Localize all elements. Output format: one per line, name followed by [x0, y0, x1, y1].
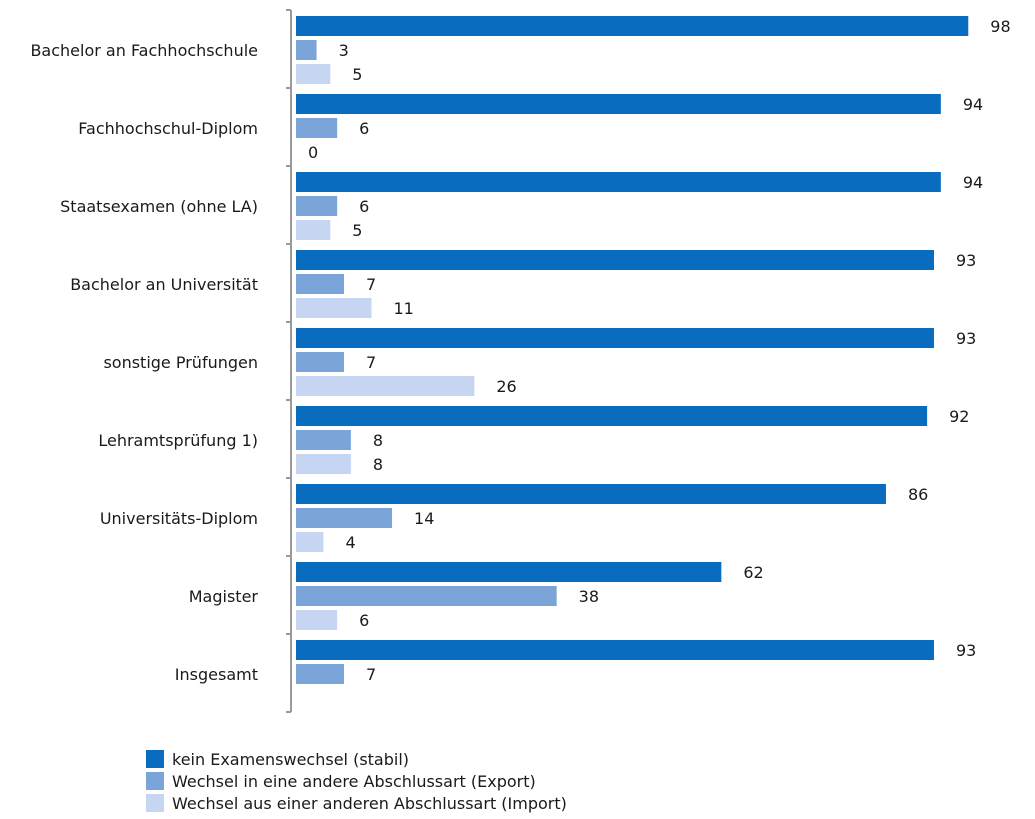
legend-label-export: Wechsel in eine andere Abschlussart (Exp…	[172, 771, 536, 791]
data-label-stable: 93	[956, 641, 976, 660]
bar-export	[296, 430, 351, 450]
data-label-export: 8	[373, 431, 383, 450]
data-label-export: 14	[414, 509, 434, 528]
bar-stable	[296, 250, 934, 270]
data-label-export: 6	[359, 119, 369, 138]
bar-stable	[296, 172, 941, 192]
bar-export	[296, 586, 557, 606]
bar-import	[296, 376, 475, 396]
data-label-export: 38	[579, 587, 599, 606]
legend-item-export: Wechsel in eine andere Abschlussart (Exp…	[146, 770, 567, 792]
bar-import	[296, 298, 372, 318]
legend-item-stable: kein Examenswechsel (stabil)	[146, 748, 567, 770]
bar-export	[296, 196, 338, 216]
data-label-export: 7	[366, 275, 376, 294]
data-label-import: 8	[373, 455, 383, 474]
bar-stable	[296, 328, 934, 348]
bar-stable	[296, 16, 969, 36]
bar-import	[296, 532, 324, 552]
data-label-import: 4	[345, 533, 355, 552]
data-label-import: 6	[359, 611, 369, 630]
data-label-stable: 62	[743, 563, 763, 582]
bar-export	[296, 664, 345, 684]
bar-stable	[296, 484, 886, 504]
category-label: Fachhochschul-Diplom	[78, 119, 258, 138]
bar-export	[296, 352, 345, 372]
legend-swatch-import	[146, 794, 164, 812]
data-label-stable: 92	[949, 407, 969, 426]
data-label-import: 11	[393, 299, 413, 318]
data-label-import: 0	[308, 143, 318, 162]
legend-swatch-export	[146, 772, 164, 790]
data-label-stable: 98	[990, 17, 1010, 36]
data-label-stable: 93	[956, 329, 976, 348]
data-label-export: 7	[366, 353, 376, 372]
data-label-import: 26	[496, 377, 516, 396]
data-label-stable: 94	[963, 173, 983, 192]
category-label: Staatsexamen (ohne LA)	[60, 197, 258, 216]
bar-stable	[296, 94, 941, 114]
data-label-import: 5	[352, 221, 362, 240]
bar-export	[296, 118, 338, 138]
category-label: Universitäts-Diplom	[100, 509, 258, 528]
data-label-stable: 86	[908, 485, 928, 504]
data-label-export: 7	[366, 665, 376, 684]
data-label-export: 3	[339, 41, 349, 60]
data-label-import: 5	[352, 65, 362, 84]
bar-stable	[296, 562, 722, 582]
data-label-export: 6	[359, 197, 369, 216]
category-label: Bachelor an Fachhochschule	[30, 41, 258, 60]
bar-export	[296, 40, 317, 60]
legend-label-import: Wechsel aus einer anderen Abschlussart (…	[172, 793, 567, 813]
category-label: sonstige Prüfungen	[103, 353, 258, 372]
bar-import	[296, 454, 351, 474]
bar-stable	[296, 406, 928, 426]
bar-import	[296, 64, 331, 84]
legend-swatch-stable	[146, 750, 164, 768]
legend: kein Examenswechsel (stabil) Wechsel in …	[146, 748, 567, 814]
bar-import	[296, 610, 338, 630]
bar-export	[296, 274, 345, 294]
category-label: Bachelor an Universität	[70, 275, 258, 294]
data-label-stable: 93	[956, 251, 976, 270]
legend-label-stable: kein Examenswechsel (stabil)	[172, 749, 410, 769]
bar-import	[296, 220, 331, 240]
data-label-stable: 94	[963, 95, 983, 114]
bar-export	[296, 508, 393, 528]
category-label: Insgesamt	[175, 665, 258, 684]
category-label: Magister	[189, 587, 259, 606]
bar-stable	[296, 640, 934, 660]
category-label: Lehramtsprüfung 1)	[98, 431, 258, 450]
legend-item-import: Wechsel aus einer anderen Abschlussart (…	[146, 792, 567, 814]
